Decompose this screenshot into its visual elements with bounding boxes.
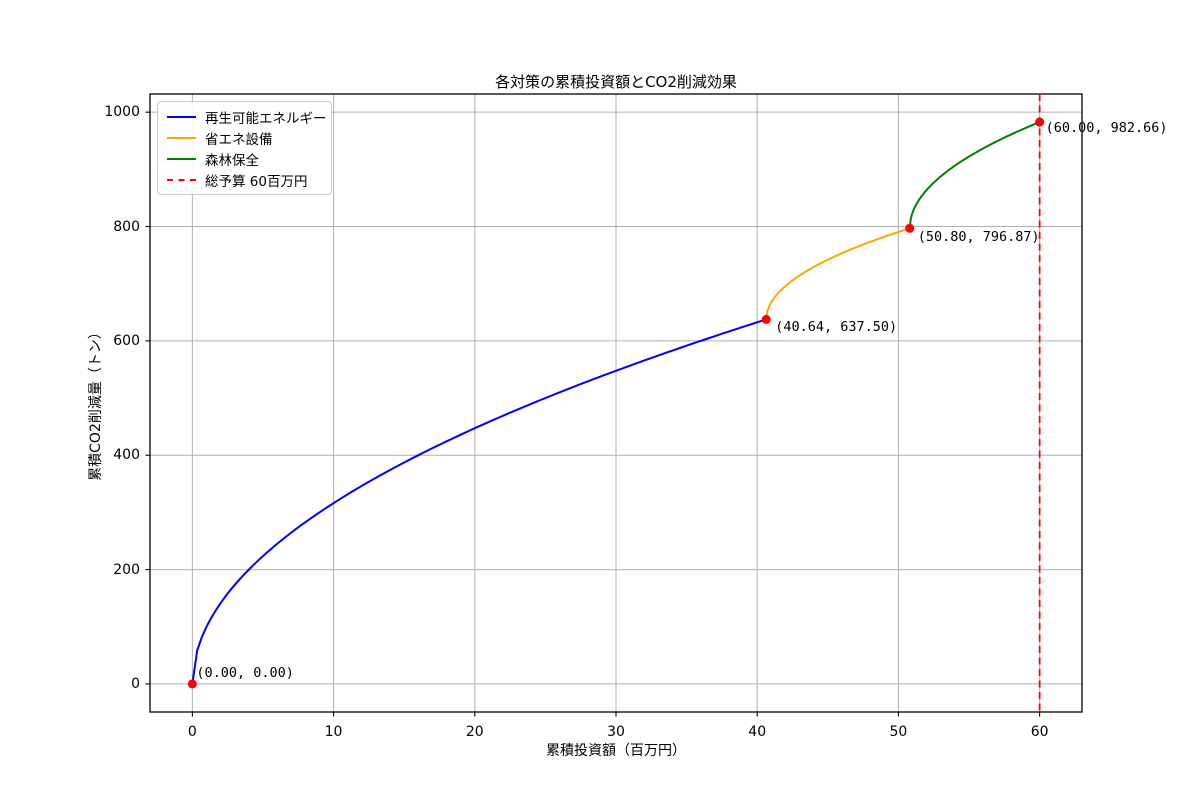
legend-entry-budget: 総予算 60百万円 (167, 172, 321, 190)
plot-frame (149, 93, 1083, 713)
x-tick-label: 0 (187, 724, 197, 740)
legend-entry-forest: 森林保全 (167, 151, 321, 169)
legend-entry-energy-saving: 省エネ設備 (167, 130, 321, 148)
chart-title: 各対策の累積投資額とCO2削減効果 (495, 73, 737, 91)
legend-label: 総予算 60百万円 (205, 173, 308, 190)
data-point-marker (1035, 117, 1045, 127)
legend-entry-renewable: 再生可能エネルギー (167, 109, 327, 127)
legend-line-sample-blue (167, 115, 196, 118)
legend-label: 森林保全 (205, 152, 259, 169)
series-line-2 (908, 121, 1041, 230)
series-line-0 (191, 318, 768, 685)
legend-line-sample-red-dashed (167, 178, 196, 181)
y-tick-label: 600 (113, 332, 140, 349)
legend-label: 省エネ設備 (205, 131, 273, 148)
x-tick-label: 60 (1030, 724, 1049, 740)
x-tick-label: 40 (748, 724, 767, 740)
x-axis-label: 累積投資額（百万円） (546, 743, 686, 759)
legend: 再生可能エネルギー 省エネ設備 森林保全 総予算 60百万円 (157, 101, 332, 195)
annotation-origin: (0.00, 0.00) (196, 664, 294, 681)
y-tick-label: 400 (113, 447, 140, 464)
data-point-marker (187, 679, 197, 689)
y-tick-label: 1000 (104, 104, 140, 121)
series-line-1 (765, 227, 911, 321)
data-point-marker (761, 314, 771, 324)
legend-line-sample-green (167, 157, 196, 160)
x-tick-label: 50 (889, 724, 908, 740)
y-axis-label: 累積CO2削減量（トン） (88, 325, 104, 481)
y-tick-label: 0 (131, 675, 140, 692)
y-tick-label: 200 (113, 561, 140, 578)
annotation-energy-saving-end: (50.80, 796.87) (917, 229, 1040, 246)
annotation-renewable-end: (40.64, 637.50) (775, 319, 898, 336)
data-point-marker (905, 223, 915, 233)
legend-line-sample-orange (167, 136, 196, 139)
y-tick-label: 800 (113, 218, 140, 235)
x-tick-label: 20 (465, 724, 484, 740)
x-tick-label: 10 (324, 724, 343, 740)
x-tick-label: 30 (607, 724, 625, 740)
annotation-forest-end: (60.00, 982.66) (1045, 120, 1168, 137)
legend-label: 再生可能エネルギー (205, 110, 327, 127)
